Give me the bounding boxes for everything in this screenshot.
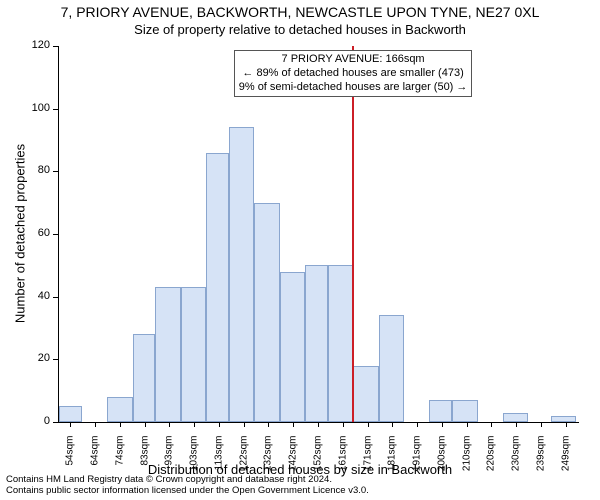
histogram-bar (59, 406, 82, 422)
xtick-label: 239sqm (535, 436, 546, 486)
xtick-mark (318, 422, 319, 427)
xtick-label: 64sqm (90, 436, 101, 486)
chart-title: 7, PRIORY AVENUE, BACKWORTH, NEWCASTLE U… (0, 4, 600, 20)
xtick-mark (219, 422, 220, 427)
annotation-line-3: 9% of semi-detached houses are larger (5… (239, 81, 468, 95)
xtick-mark (566, 422, 567, 427)
histogram-bar (206, 153, 229, 422)
xtick-label: 113sqm (213, 436, 224, 486)
histogram-bar (133, 334, 156, 422)
ytick-label: 120 (26, 39, 50, 51)
xtick-mark (392, 422, 393, 427)
xtick-mark (368, 422, 369, 427)
chart-subtitle: Size of property relative to detached ho… (0, 22, 600, 37)
annotation-box: 7 PRIORY AVENUE: 166sqm ← 89% of detache… (234, 50, 473, 97)
xtick-label: 103sqm (189, 436, 200, 486)
xtick-mark (244, 422, 245, 427)
ytick-mark (53, 109, 58, 110)
xtick-label: 132sqm (263, 436, 274, 486)
histogram-bar (328, 265, 353, 422)
histogram-bar (305, 265, 328, 422)
xtick-label: 74sqm (114, 436, 125, 486)
histogram-bar (181, 287, 206, 422)
xtick-label: 230sqm (511, 436, 522, 486)
histogram-bar (155, 287, 180, 422)
xtick-label: 181sqm (387, 436, 398, 486)
ytick-mark (53, 297, 58, 298)
xtick-mark (467, 422, 468, 427)
ytick-mark (53, 422, 58, 423)
xtick-label: 152sqm (313, 436, 324, 486)
xtick-label: 171sqm (362, 436, 373, 486)
xtick-label: 210sqm (461, 436, 472, 486)
ytick-mark (53, 171, 58, 172)
ytick-label: 20 (26, 352, 50, 364)
reference-line (352, 46, 354, 422)
histogram-bar (551, 416, 576, 422)
xtick-mark (293, 422, 294, 427)
xtick-mark (442, 422, 443, 427)
ytick-label: 80 (26, 164, 50, 176)
ytick-label: 40 (26, 290, 50, 302)
xtick-label: 83sqm (139, 436, 150, 486)
ytick-mark (53, 234, 58, 235)
xtick-label: 54sqm (65, 436, 76, 486)
ytick-label: 100 (26, 102, 50, 114)
histogram-bar (379, 315, 404, 422)
xtick-label: 200sqm (436, 436, 447, 486)
xtick-mark (169, 422, 170, 427)
xtick-label: 220sqm (486, 436, 497, 486)
xtick-mark (70, 422, 71, 427)
histogram-bar (353, 366, 378, 422)
histogram-bar (254, 203, 279, 422)
xtick-label: 191sqm (412, 436, 423, 486)
xtick-mark (417, 422, 418, 427)
xtick-mark (541, 422, 542, 427)
ytick-mark (53, 46, 58, 47)
xtick-mark (268, 422, 269, 427)
xtick-mark (343, 422, 344, 427)
plot-area: 7 PRIORY AVENUE: 166sqm ← 89% of detache… (58, 46, 579, 423)
xtick-label: 93sqm (164, 436, 175, 486)
xtick-mark (145, 422, 146, 427)
xtick-mark (95, 422, 96, 427)
histogram-bar (452, 400, 477, 422)
xtick-mark (194, 422, 195, 427)
ytick-label: 60 (26, 227, 50, 239)
ytick-label: 0 (26, 415, 50, 427)
annotation-line-2: ← 89% of detached houses are smaller (47… (239, 67, 468, 81)
xtick-label: 161sqm (337, 436, 348, 486)
xtick-mark (120, 422, 121, 427)
xtick-mark (516, 422, 517, 427)
histogram-bar (229, 127, 254, 422)
xtick-label: 249sqm (560, 436, 571, 486)
footer-line-2: Contains public sector information licen… (6, 486, 369, 497)
annotation-line-1: 7 PRIORY AVENUE: 166sqm (239, 53, 468, 67)
histogram-bar (280, 272, 305, 422)
histogram-bar (429, 400, 452, 422)
xtick-label: 142sqm (288, 436, 299, 486)
histogram-bar (503, 413, 528, 422)
ytick-mark (53, 359, 58, 360)
histogram-bar (107, 397, 132, 422)
xtick-mark (491, 422, 492, 427)
xtick-label: 122sqm (238, 436, 249, 486)
